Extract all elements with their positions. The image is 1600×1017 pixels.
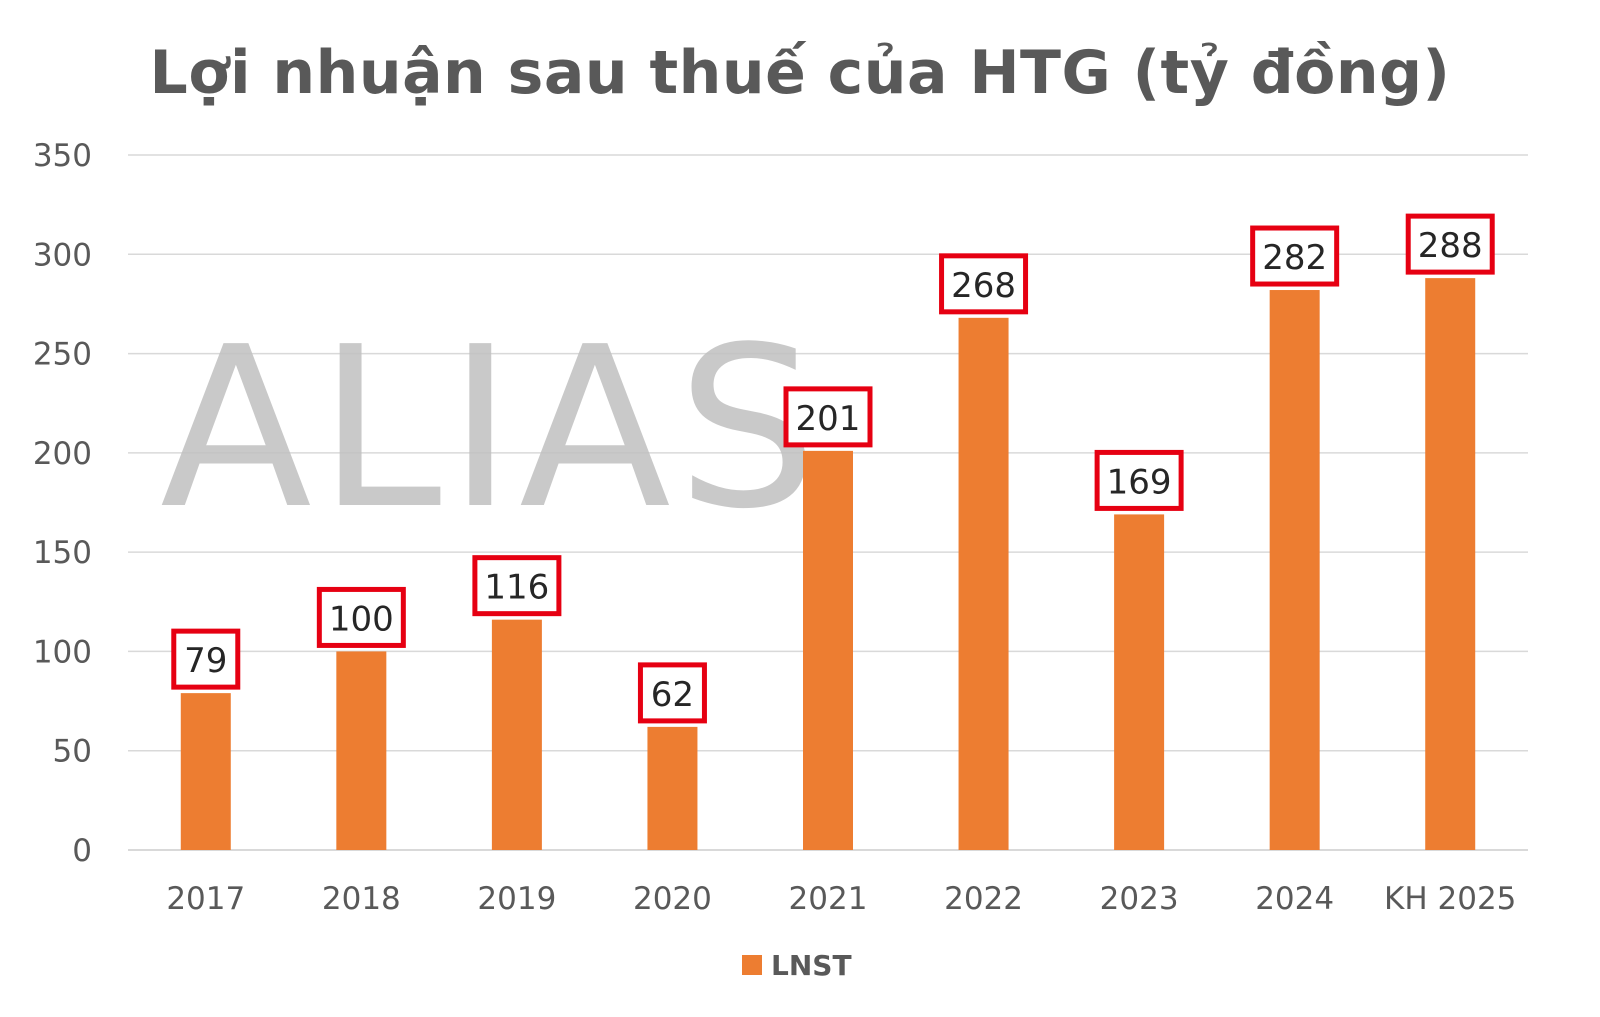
x-tick-label: 2024 [1255,881,1334,917]
bar [647,726,698,850]
bar [1114,514,1165,850]
data-label-box [171,628,241,690]
data-label-box [1250,225,1340,287]
x-tick-label: 2017 [166,881,245,917]
data-label: 100 [329,599,394,639]
bar [958,317,1009,850]
data-label-box [939,253,1029,315]
y-tick-label: 100 [33,634,92,670]
bar [336,651,387,850]
data-label: 79 [184,641,227,681]
y-tick-label: 300 [33,237,92,273]
legend-label: LNST [771,949,852,982]
bar [803,450,853,850]
data-label: 169 [1107,462,1172,502]
bar [491,619,542,850]
data-label: 62 [651,675,694,715]
data-label-box [783,386,873,448]
watermark-text: ALIAS [160,300,824,558]
data-label-box [637,662,707,724]
x-tick-label: KH 2025 [1384,881,1516,917]
y-tick-label: 250 [33,337,92,373]
data-label-box [1094,449,1184,511]
bar [1269,290,1320,850]
x-tick-label: 2019 [477,881,556,917]
data-label: 201 [796,399,861,439]
y-tick-label: 350 [33,138,92,174]
data-label: 268 [951,266,1016,306]
y-tick-label: 50 [53,734,92,770]
bar [1425,278,1476,851]
x-tick-label: 2020 [633,881,712,917]
data-label: 288 [1418,226,1483,266]
chart-title: Lợi nhuận sau thuế của HTG (tỷ đồng) [149,38,1451,108]
legend-swatch [742,955,762,975]
x-tick-label: 2021 [789,881,868,917]
data-label: 282 [1262,238,1327,278]
x-tick-label: 2022 [944,881,1023,917]
data-label: 116 [484,568,549,608]
y-tick-label: 150 [33,535,92,571]
y-tick-label: 0 [72,833,92,869]
data-label-box [1405,213,1495,275]
data-label-box [472,555,562,617]
bar [180,693,231,850]
data-label-box [316,586,406,648]
x-tick-label: 2018 [322,881,401,917]
x-tick-label: 2023 [1100,881,1179,917]
y-tick-label: 200 [33,436,92,472]
